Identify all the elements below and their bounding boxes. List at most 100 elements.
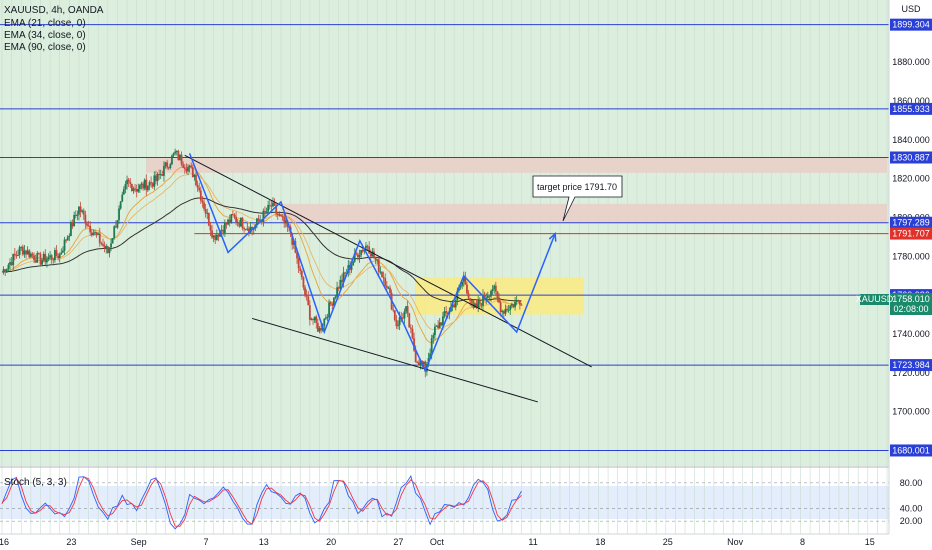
candle-body bbox=[166, 162, 169, 168]
candle-body bbox=[145, 179, 148, 191]
candle-body bbox=[297, 258, 300, 269]
candle-body bbox=[368, 246, 371, 254]
candle-body bbox=[315, 316, 318, 324]
candle-body bbox=[119, 201, 122, 209]
candle-body bbox=[515, 300, 518, 302]
candle-body bbox=[31, 253, 34, 256]
candle-body bbox=[231, 214, 234, 216]
candle-body bbox=[475, 303, 478, 308]
candle-body bbox=[124, 184, 127, 190]
candle-body bbox=[13, 253, 16, 256]
ema-90-line bbox=[1, 197, 522, 303]
candle-body bbox=[122, 189, 125, 195]
candle-body bbox=[466, 284, 468, 294]
candle-body bbox=[461, 281, 464, 286]
legend-stoch: Stoch (5, 3, 3) bbox=[4, 477, 67, 488]
candle-body bbox=[434, 326, 436, 336]
candle-body bbox=[180, 154, 183, 165]
candle-body bbox=[273, 202, 276, 206]
candle-body bbox=[78, 206, 80, 215]
candle-body bbox=[198, 187, 201, 191]
candle-body bbox=[477, 300, 480, 308]
candle-body bbox=[42, 253, 45, 261]
price-tick-label: 1860.000 bbox=[892, 96, 930, 106]
last-price-tag-bg bbox=[890, 292, 932, 315]
candle-body bbox=[174, 151, 177, 154]
candle-body bbox=[25, 250, 27, 255]
candle-body bbox=[437, 325, 440, 329]
candle-body bbox=[398, 317, 401, 326]
candle-body bbox=[209, 225, 212, 231]
candle-body bbox=[92, 233, 95, 236]
candle-body bbox=[58, 253, 61, 258]
candle-body bbox=[422, 361, 425, 365]
candle-body bbox=[244, 228, 247, 230]
candle-body bbox=[326, 317, 329, 319]
candle-body bbox=[171, 155, 173, 165]
stoch-indicator bbox=[0, 475, 889, 530]
candle-body bbox=[196, 185, 199, 188]
callout-text: target price 1791.70 bbox=[537, 182, 617, 192]
candle-body bbox=[387, 287, 390, 289]
level-tag-bg bbox=[890, 18, 932, 31]
candle-body bbox=[134, 188, 136, 190]
candle-body bbox=[265, 211, 268, 213]
upper-trendline bbox=[184, 154, 592, 368]
target-callout[interactable]: target price 1791.70 bbox=[532, 175, 623, 222]
red-level-tag-bg bbox=[890, 227, 932, 240]
wave-pattern bbox=[188, 153, 557, 373]
candle-body bbox=[504, 308, 507, 314]
candle-body bbox=[443, 311, 446, 317]
legend: XAUUSD, 4h, OANDA EMA (21, close, 0) EMA… bbox=[4, 5, 104, 488]
candle-body bbox=[307, 296, 310, 306]
price-tick-label: 1700.000 bbox=[892, 407, 930, 417]
candle-body bbox=[300, 270, 303, 278]
candle-body bbox=[129, 181, 132, 184]
stoch-k-line bbox=[1, 475, 522, 530]
price-tick-label: 1840.000 bbox=[892, 135, 930, 145]
candle-body bbox=[100, 243, 103, 245]
candle-body bbox=[432, 335, 435, 339]
candle-body bbox=[206, 212, 209, 214]
candle-body bbox=[369, 253, 372, 257]
candle-body bbox=[108, 247, 111, 253]
candle-body bbox=[483, 294, 486, 299]
candle-body bbox=[305, 294, 308, 297]
candle-body bbox=[257, 218, 260, 222]
candle-body bbox=[392, 309, 395, 311]
candle-body bbox=[371, 251, 374, 257]
time-tick-label: 23 bbox=[66, 537, 76, 547]
legend-ema-90: EMA (90, close, 0) bbox=[4, 42, 86, 53]
candle-body bbox=[73, 214, 76, 227]
candle-body bbox=[74, 214, 77, 216]
symbol-tag-bg bbox=[860, 293, 889, 305]
candle-body bbox=[419, 360, 422, 366]
candle-body bbox=[187, 167, 189, 172]
candle-body bbox=[2, 269, 5, 272]
resistance-zone-upper bbox=[146, 157, 888, 173]
candle-body bbox=[44, 253, 47, 263]
candle-body bbox=[63, 239, 66, 251]
candle-body bbox=[39, 253, 42, 265]
candle-body bbox=[220, 229, 223, 231]
candle-body bbox=[472, 300, 475, 308]
candle-body bbox=[90, 232, 93, 236]
candle-body bbox=[414, 350, 417, 363]
candle-body bbox=[332, 297, 335, 306]
candle-body bbox=[66, 236, 69, 241]
candle-body bbox=[358, 255, 361, 258]
candle-body bbox=[324, 317, 327, 319]
candle-body bbox=[329, 302, 332, 304]
candle-body bbox=[156, 173, 159, 182]
candle-body bbox=[236, 222, 239, 224]
candle-body bbox=[190, 165, 193, 168]
candle-body bbox=[341, 279, 343, 283]
candle-body bbox=[405, 306, 407, 312]
candle-body bbox=[228, 219, 231, 223]
candle-body bbox=[272, 202, 274, 207]
candle-body bbox=[238, 222, 241, 227]
time-axis-bg[interactable] bbox=[0, 534, 932, 550]
lower-trendline bbox=[251, 317, 538, 403]
candle-body bbox=[453, 304, 456, 308]
candle-body bbox=[246, 228, 249, 230]
